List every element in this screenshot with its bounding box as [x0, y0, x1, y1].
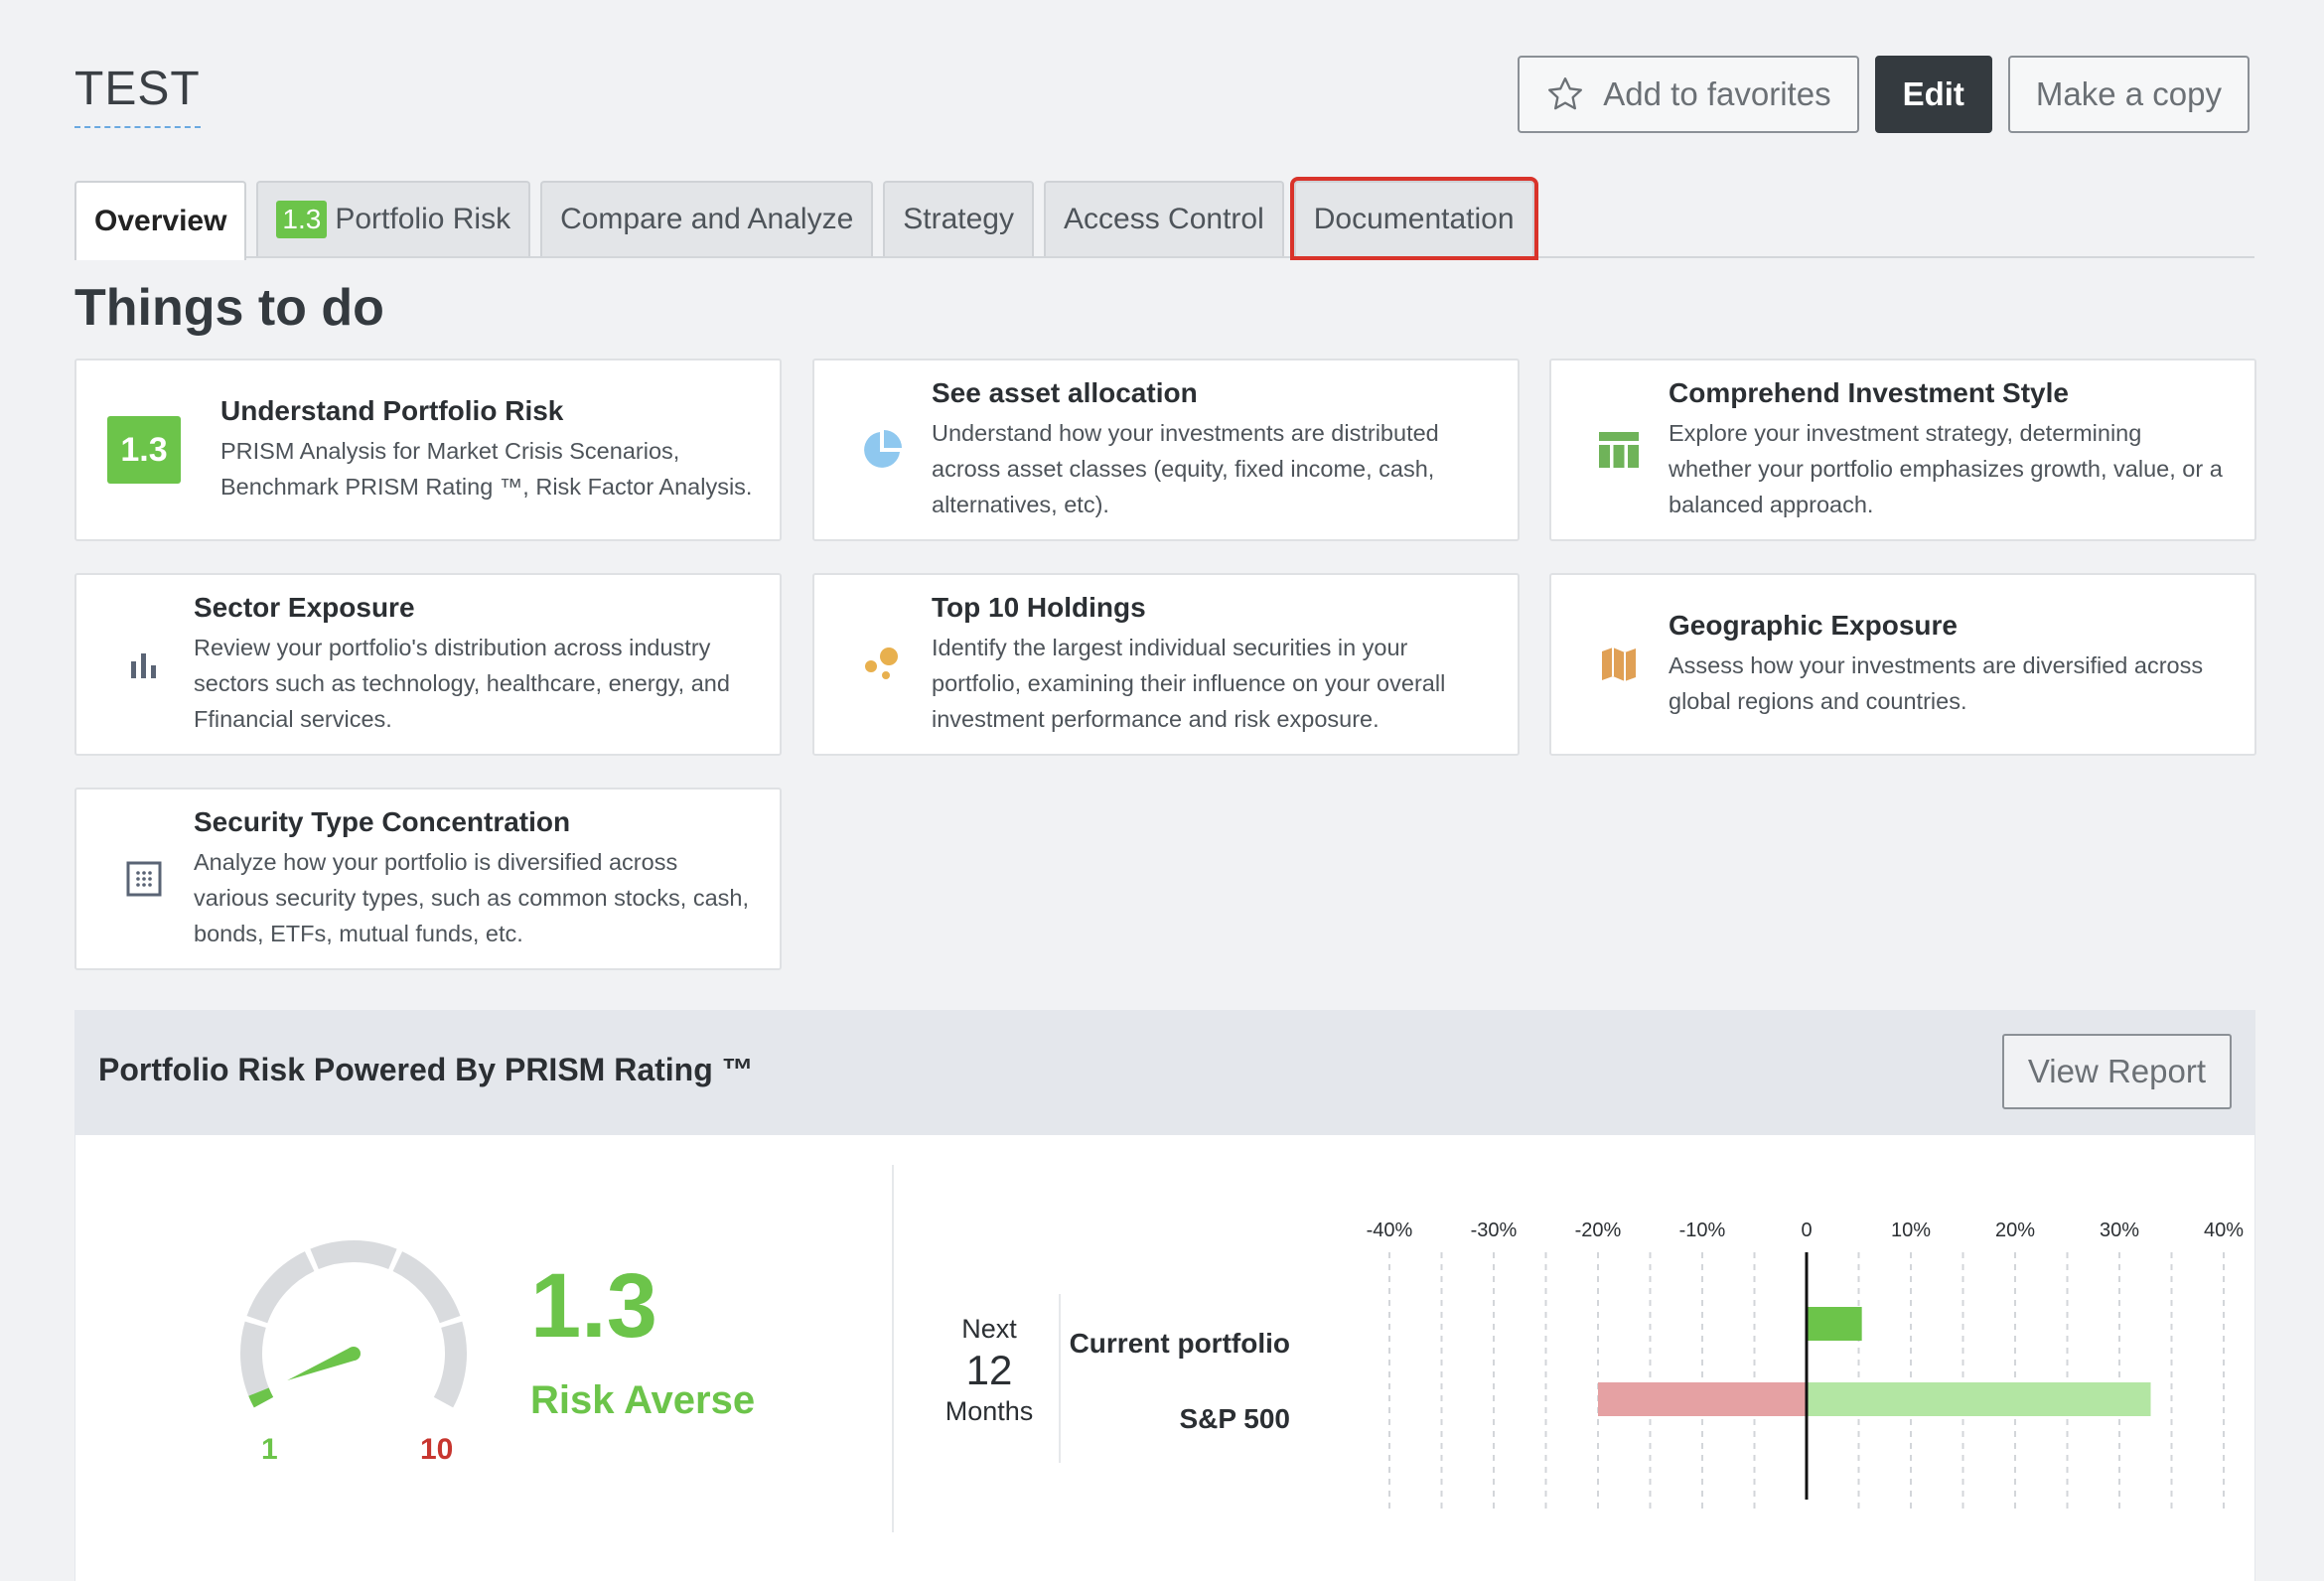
card-sector-exposure[interactable]: Sector Exposure Review your portfolio's …	[74, 573, 782, 756]
tab-access-control[interactable]: Access Control	[1044, 181, 1284, 256]
horizon-line2: 12	[965, 1347, 1013, 1393]
tab-portfolio-risk-label: Portfolio Risk	[335, 203, 511, 235]
card-title: Geographic Exposure	[1669, 610, 1958, 641]
gauge-max-label: 10	[420, 1433, 454, 1466]
x-tick-label: -20%	[1575, 1220, 1622, 1241]
rating-label: Risk Averse	[530, 1378, 756, 1422]
pie-chart-icon	[844, 412, 920, 488]
horizon-line3: Months	[944, 1396, 1034, 1426]
card-description: Understand how your investments are dist…	[932, 420, 1439, 517]
panel-title: Portfolio Risk Powered By PRISM Rating ™	[98, 1052, 754, 1087]
card-comprehend-investment-style[interactable]: Comprehend Investment Style Explore your…	[1549, 359, 2256, 541]
tab-strategy[interactable]: Strategy	[883, 181, 1034, 256]
x-tick-label: -10%	[1679, 1220, 1726, 1241]
tab-portfolio-risk[interactable]: 1.3 Portfolio Risk	[256, 181, 531, 256]
gauge-needle	[287, 1347, 357, 1380]
panel-body: 1 10 1.3 Risk Averse Next 12 Months Curr…	[74, 1135, 2255, 1581]
dotted-square-icon	[106, 841, 182, 917]
x-tick-label: 40%	[2204, 1220, 2244, 1241]
horizon-divider	[1059, 1294, 1061, 1463]
x-tick-label: -30%	[1471, 1220, 1518, 1241]
page-header: TEST Add to favorites Edit Make a copy	[74, 56, 2250, 135]
x-tick-label: 10%	[1891, 1220, 1931, 1241]
header-actions: Add to favorites Edit Make a copy	[1518, 56, 2250, 133]
x-tick-label: -40%	[1367, 1220, 1413, 1241]
bar-sp500-negative	[1598, 1382, 1807, 1416]
edit-button[interactable]: Edit	[1874, 56, 1992, 133]
card-title: Comprehend Investment Style	[1669, 377, 2069, 408]
bubbles-icon	[844, 627, 920, 702]
row-label-sp500: S&P 500	[1179, 1403, 1290, 1434]
rating-badge-icon: 1.3	[106, 412, 182, 488]
gauge-min-label: 1	[261, 1433, 278, 1466]
add-to-favorites-label: Add to favorites	[1603, 75, 1831, 112]
card-title: Security Type Concentration	[194, 806, 571, 837]
table-grid-icon	[1581, 412, 1657, 488]
tab-compare-and-analyze[interactable]: Compare and Analyze	[540, 181, 874, 256]
tab-overview[interactable]: Overview	[74, 181, 247, 260]
card-title: Understand Portfolio Risk	[220, 395, 564, 426]
view-report-button[interactable]: View Report	[2001, 1034, 2232, 1109]
gauge-segment	[310, 1240, 397, 1270]
card-title: See asset allocation	[932, 377, 1198, 408]
card-description: Assess how your investments are diversif…	[1669, 652, 2204, 714]
gauge-segment	[240, 1321, 274, 1408]
panel-header: Portfolio Risk Powered By PRISM Rating ™…	[74, 1010, 2255, 1135]
card-rating-badge: 1.3	[107, 416, 181, 484]
chart-row-labels: Current portfolio S&P 500	[1069, 1135, 1290, 1581]
gauge-segment	[246, 1251, 315, 1324]
panel-divider	[892, 1165, 894, 1532]
rating-badge: 1.3	[276, 201, 328, 238]
make-copy-button[interactable]: Make a copy	[2007, 56, 2250, 133]
gauge-segment	[392, 1251, 461, 1324]
x-tick-label: 30%	[2100, 1220, 2139, 1241]
tab-bar: Overview 1.3 Portfolio Risk Compare and …	[74, 177, 2254, 260]
rating-value: 1.3	[530, 1255, 657, 1357]
bar-sp500-positive	[1807, 1382, 2151, 1416]
gauge-segment	[433, 1321, 467, 1408]
bar-current-portfolio	[1807, 1307, 1862, 1341]
card-description: Review your portfolio's distribution acr…	[194, 635, 730, 732]
card-security-type-concentration[interactable]: Security Type Concentration Analyze how …	[74, 788, 782, 970]
things-to-do-heading: Things to do	[74, 279, 384, 337]
card-understand-portfolio-risk[interactable]: 1.3 Understand Portfolio Risk PRISM Anal…	[74, 359, 782, 541]
bar-chart-icon	[106, 627, 182, 702]
card-top-10-holdings[interactable]: Top 10 Holdings Identify the largest ind…	[812, 573, 1520, 756]
horizon-line1: Next	[961, 1314, 1017, 1344]
range-chart: -40% -30% -20% -10% 0 10% 20% 30% 40%	[1367, 1220, 2244, 1512]
gauge-fill	[248, 1387, 274, 1408]
page-title[interactable]: TEST	[74, 62, 201, 128]
card-description: PRISM Analysis for Market Crisis Scenari…	[220, 438, 753, 500]
card-geographic-exposure[interactable]: Geographic Exposure Assess how your inve…	[1549, 573, 2256, 756]
risk-gauge	[240, 1240, 467, 1408]
card-description: Identify the largest individual securiti…	[932, 635, 1446, 732]
time-horizon: Next 12 Months	[930, 1314, 1049, 1427]
row-label-current-portfolio: Current portfolio	[1069, 1328, 1290, 1359]
card-description: Explore your investment strategy, determ…	[1669, 420, 2223, 517]
card-see-asset-allocation[interactable]: See asset allocation Understand how your…	[812, 359, 1520, 541]
card-title: Top 10 Holdings	[932, 592, 1146, 623]
portfolio-risk-panel: Portfolio Risk Powered By PRISM Rating ™…	[74, 1010, 2255, 1581]
card-title: Sector Exposure	[194, 592, 415, 623]
x-tick-label: 20%	[1995, 1220, 2035, 1241]
star-icon	[1548, 77, 1583, 110]
tab-documentation[interactable]: Documentation	[1289, 177, 1538, 260]
add-to-favorites-button[interactable]: Add to favorites	[1518, 56, 1859, 133]
map-icon	[1581, 627, 1657, 702]
card-description: Analyze how your portfolio is diversifie…	[194, 849, 749, 946]
x-tick-label: 0	[1801, 1220, 1812, 1241]
